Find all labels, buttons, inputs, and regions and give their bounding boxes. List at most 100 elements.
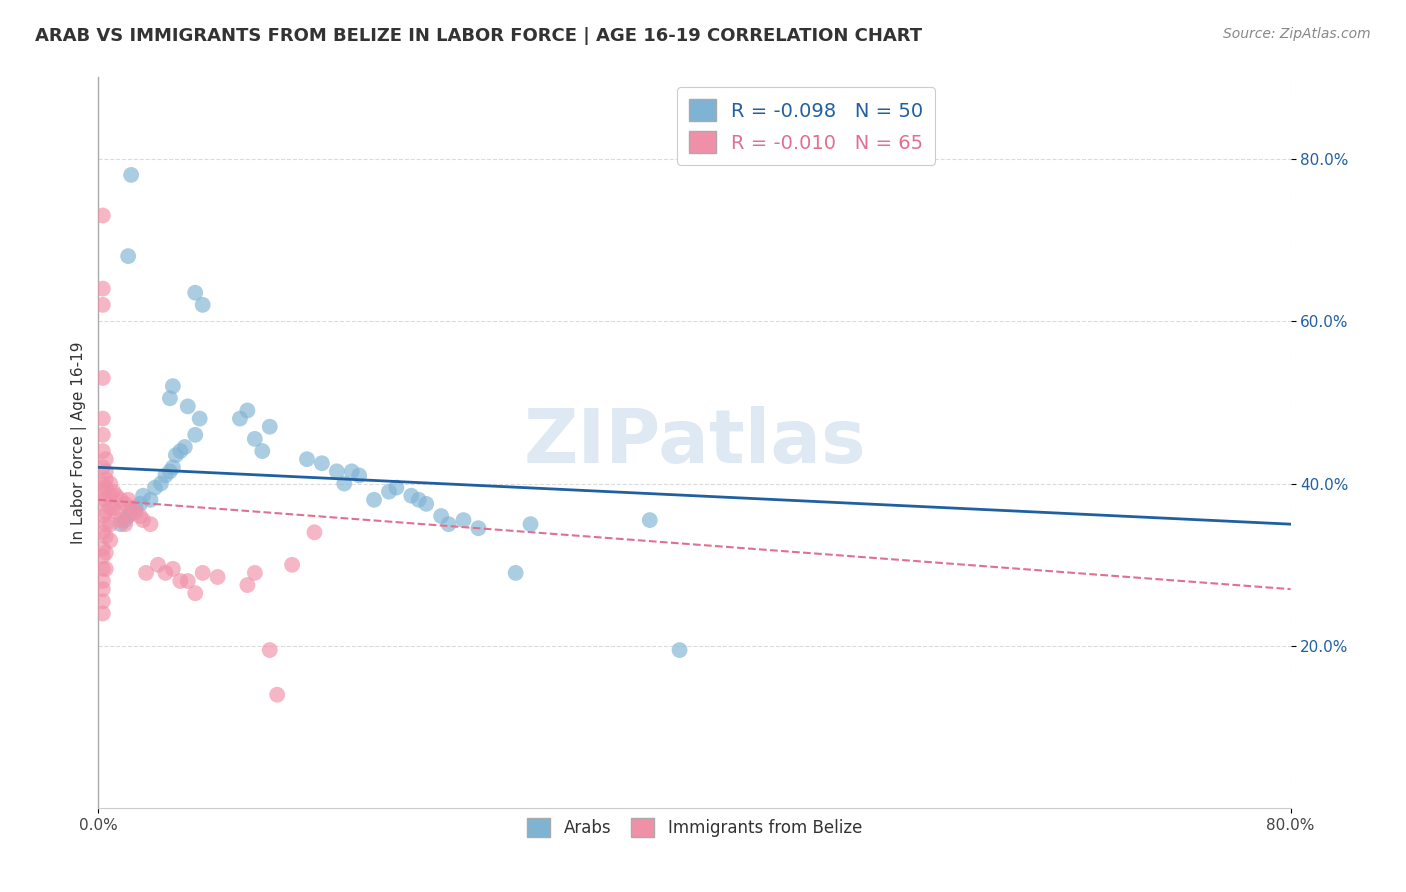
Point xyxy=(236,403,259,417)
Point xyxy=(311,456,333,470)
Point xyxy=(120,500,142,515)
Point xyxy=(91,476,114,491)
Point xyxy=(326,464,349,478)
Point xyxy=(415,497,437,511)
Point xyxy=(132,489,155,503)
Point xyxy=(94,473,117,487)
Point xyxy=(91,607,114,621)
Point xyxy=(98,517,121,532)
Point xyxy=(103,484,125,499)
Point xyxy=(184,586,207,600)
Point xyxy=(110,513,132,527)
Point xyxy=(91,298,114,312)
Point xyxy=(91,525,114,540)
Point xyxy=(165,448,187,462)
Point xyxy=(378,484,401,499)
Y-axis label: In Labor Force | Age 16-19: In Labor Force | Age 16-19 xyxy=(72,342,87,544)
Point xyxy=(91,444,114,458)
Point xyxy=(91,492,114,507)
Point xyxy=(295,452,318,467)
Point xyxy=(94,452,117,467)
Point xyxy=(91,549,114,564)
Point xyxy=(243,432,266,446)
Point xyxy=(94,464,117,478)
Point xyxy=(668,643,690,657)
Point xyxy=(98,533,121,548)
Point xyxy=(94,562,117,576)
Point xyxy=(385,481,408,495)
Point xyxy=(259,419,281,434)
Point xyxy=(91,427,114,442)
Point xyxy=(184,427,207,442)
Point xyxy=(91,594,114,608)
Point xyxy=(117,509,139,524)
Point xyxy=(408,492,430,507)
Point xyxy=(117,492,139,507)
Text: Source: ZipAtlas.com: Source: ZipAtlas.com xyxy=(1223,27,1371,41)
Point xyxy=(139,492,162,507)
Point xyxy=(162,460,184,475)
Text: ARAB VS IMMIGRANTS FROM BELIZE IN LABOR FORCE | AGE 16-19 CORRELATION CHART: ARAB VS IMMIGRANTS FROM BELIZE IN LABOR … xyxy=(35,27,922,45)
Point xyxy=(184,285,207,300)
Point xyxy=(94,481,117,495)
Point xyxy=(347,468,370,483)
Point xyxy=(169,574,191,588)
Legend: Arabs, Immigrants from Belize: Arabs, Immigrants from Belize xyxy=(520,812,869,844)
Point xyxy=(188,411,211,425)
Point xyxy=(120,168,142,182)
Point xyxy=(91,562,114,576)
Point xyxy=(94,505,117,519)
Point xyxy=(114,513,136,527)
Point xyxy=(114,497,136,511)
Point xyxy=(437,517,460,532)
Point xyxy=(105,505,128,519)
Point xyxy=(159,464,181,478)
Point xyxy=(191,298,214,312)
Point xyxy=(94,529,117,543)
Point xyxy=(94,492,117,507)
Point xyxy=(340,464,363,478)
Point xyxy=(91,371,114,385)
Point xyxy=(91,509,114,524)
Point xyxy=(162,379,184,393)
Point xyxy=(149,476,172,491)
Point xyxy=(177,400,200,414)
Point xyxy=(304,525,326,540)
Point xyxy=(98,500,121,515)
Point xyxy=(207,570,229,584)
Point xyxy=(281,558,304,572)
Point xyxy=(259,643,281,657)
Point xyxy=(229,411,252,425)
Point xyxy=(110,517,132,532)
Point xyxy=(177,574,200,588)
Point xyxy=(129,497,152,511)
Point xyxy=(120,505,142,519)
Point xyxy=(91,460,114,475)
Point xyxy=(117,249,139,263)
Point xyxy=(505,566,527,580)
Point xyxy=(135,566,157,580)
Point xyxy=(453,513,475,527)
Point xyxy=(98,489,121,503)
Text: ZIPatlas: ZIPatlas xyxy=(523,407,866,479)
Point xyxy=(91,582,114,596)
Point xyxy=(266,688,288,702)
Point xyxy=(124,500,146,515)
Point xyxy=(129,509,152,524)
Point xyxy=(519,517,541,532)
Point xyxy=(117,509,139,524)
Point xyxy=(91,209,114,223)
Point xyxy=(94,545,117,559)
Point xyxy=(114,517,136,532)
Point xyxy=(103,500,125,515)
Point xyxy=(139,517,162,532)
Point xyxy=(143,481,166,495)
Point xyxy=(363,492,385,507)
Point xyxy=(333,476,356,491)
Point xyxy=(638,513,661,527)
Point xyxy=(159,391,181,405)
Point xyxy=(155,566,177,580)
Point xyxy=(91,574,114,588)
Point xyxy=(91,282,114,296)
Point xyxy=(91,541,114,556)
